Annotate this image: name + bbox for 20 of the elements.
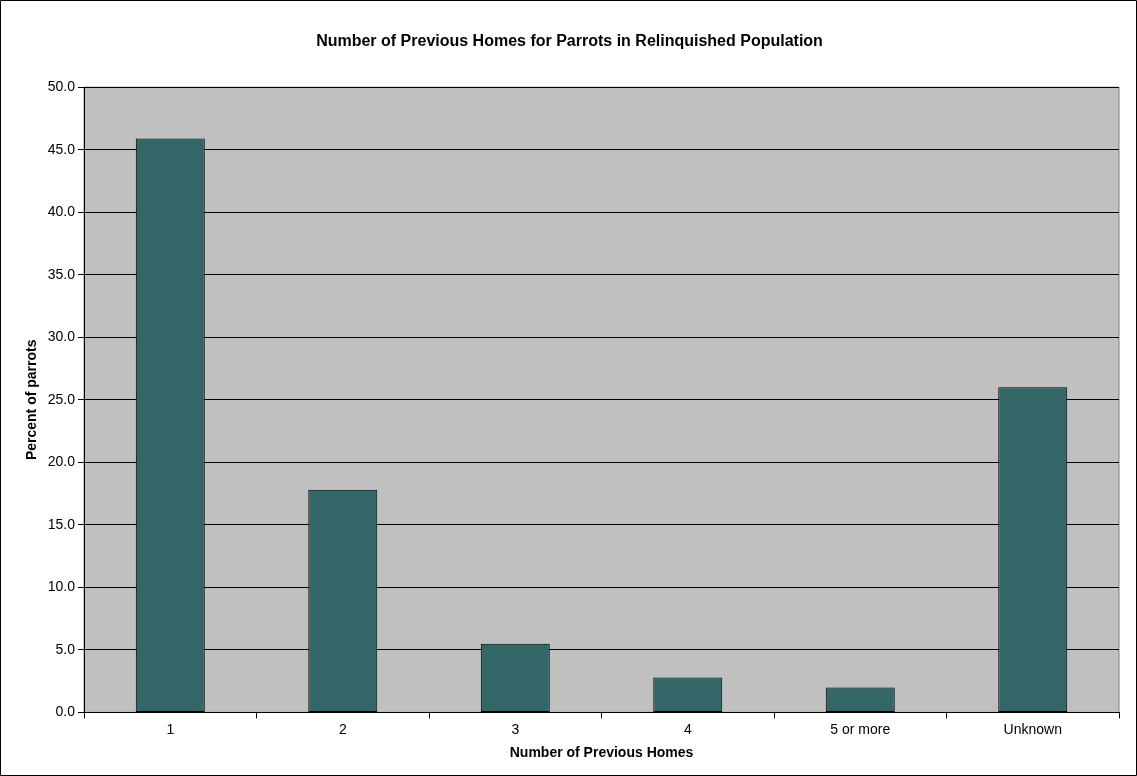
y-tick-label: 50.0 xyxy=(47,78,76,95)
x-tick-label: 2 xyxy=(338,720,347,737)
y-tick-label: 45.0 xyxy=(47,140,76,157)
y-tick-label: 25.0 xyxy=(47,390,76,407)
y-axis-title: Percent of parrots xyxy=(23,339,40,461)
y-tick-label: 20.0 xyxy=(47,453,76,470)
y-tick-label: 15.0 xyxy=(47,515,76,532)
x-tick-label: Unknown xyxy=(1003,720,1062,737)
x-tick-label: 4 xyxy=(683,720,692,737)
y-tick-label: 35.0 xyxy=(47,265,76,282)
x-tick-label: 5 or more xyxy=(830,720,891,737)
x-axis-title: Number of Previous Homes xyxy=(509,744,694,761)
y-tick-label: 0.0 xyxy=(55,703,76,720)
x-tick-label: 3 xyxy=(511,720,520,737)
x-tick-label: 1 xyxy=(166,720,175,737)
y-tick-label: 40.0 xyxy=(47,203,76,220)
y-tick-label: 30.0 xyxy=(47,328,76,345)
y-tick-label: 5.0 xyxy=(55,640,76,657)
chart-title: Number of Previous Homes for Parrots in Relinquished Population xyxy=(316,32,823,50)
y-tick-label: 10.0 xyxy=(47,578,76,595)
